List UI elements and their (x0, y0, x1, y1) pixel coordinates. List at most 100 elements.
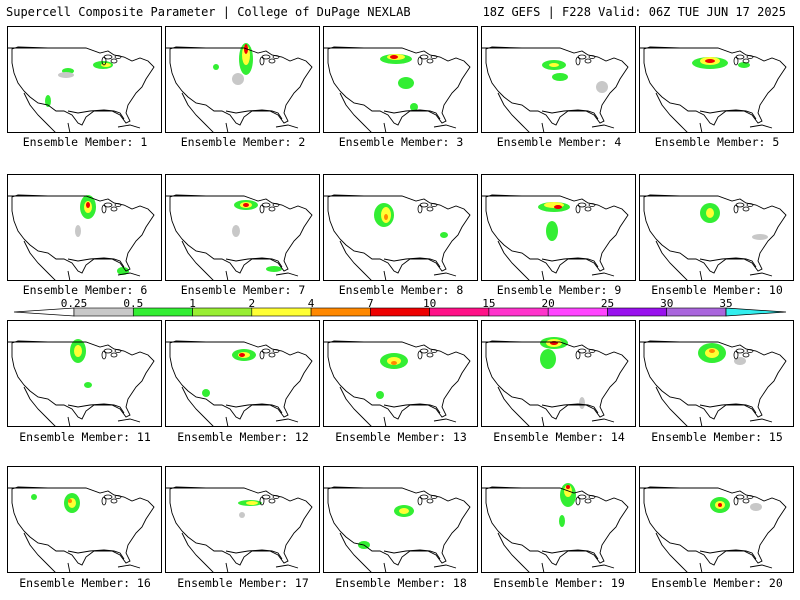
cuba-coast (117, 124, 141, 129)
ensemble-member-label: Ensemble Member: 5 (654, 135, 780, 149)
cuba-coast (275, 272, 299, 277)
mexico-coast (181, 92, 229, 132)
scp-contour-yellow (549, 63, 559, 67)
us-outline (485, 340, 629, 420)
colorbar-tick-label: 7 (367, 297, 374, 310)
cuba-coast (591, 124, 615, 129)
mexico-coast (655, 92, 703, 132)
ensemble-map-panel (639, 26, 794, 133)
gulf-coast (383, 403, 441, 414)
mexico-coast (339, 92, 387, 132)
great-lake (746, 203, 754, 207)
great-lake (742, 58, 750, 64)
cuba-coast (117, 272, 141, 277)
ensemble-member-label: Ensemble Member: 18 (335, 576, 467, 590)
scp-map (324, 486, 471, 572)
scp-map (324, 46, 471, 132)
mexico-coast (181, 532, 229, 572)
scp-contour-green (398, 77, 414, 89)
gulf-coast (699, 109, 757, 120)
ensemble-map-panel (323, 26, 478, 133)
scp-map (166, 194, 313, 280)
colorbar-segment (666, 307, 727, 317)
cuba-coast (591, 418, 615, 423)
scp-contour-green (202, 389, 210, 397)
gulf-coast (541, 403, 599, 414)
gulf-coast (225, 257, 283, 268)
great-lake (746, 495, 754, 499)
cuba-coast (433, 564, 457, 569)
gulf-coast (225, 403, 283, 414)
great-lake (575, 204, 581, 214)
great-lake (110, 498, 118, 504)
mexico-coast (23, 386, 71, 426)
great-lake (742, 498, 750, 504)
scp-contour-yellow (74, 345, 82, 357)
colorbar-segment (251, 307, 312, 317)
ensemble-member-label: Ensemble Member: 8 (338, 283, 464, 297)
gulf-coast (225, 549, 283, 560)
gulf-coast (67, 257, 125, 268)
mexico-coast (339, 532, 387, 572)
great-lake (101, 56, 107, 66)
scp-contour-green (45, 95, 51, 107)
scp-contour-low (579, 397, 585, 409)
great-lake (430, 495, 438, 499)
gulf-coast (383, 109, 441, 120)
ensemble-member-label: Ensemble Member: 14 (493, 430, 625, 444)
colorbar-segment (310, 307, 371, 317)
great-lake (746, 55, 754, 59)
ensemble-member-label: Ensemble Member: 19 (493, 576, 625, 590)
ensemble-member-label: Ensemble Member: 2 (180, 135, 306, 149)
scp-map (166, 43, 313, 132)
scp-map (8, 46, 155, 132)
colorbar-tick-label: 0.5 (123, 297, 144, 310)
great-lake (417, 350, 423, 360)
great-lake (417, 204, 423, 214)
scp-contour-orange (68, 499, 72, 503)
scp-map (482, 337, 629, 426)
mexico-coast (23, 92, 71, 132)
scp-map (640, 486, 787, 572)
great-lake (588, 203, 596, 207)
colorbar-segment (429, 307, 490, 317)
gulf-coast (225, 109, 283, 120)
cuba-coast (433, 124, 457, 129)
scp-contour-green (552, 73, 568, 81)
great-lake (259, 56, 265, 66)
great-lake (259, 496, 265, 506)
great-lake (733, 350, 739, 360)
ensemble-map-panel (7, 174, 162, 281)
scp-contour-red (718, 503, 722, 507)
scp-contour-low (752, 234, 768, 240)
great-lake (742, 352, 750, 358)
great-lake (268, 58, 276, 64)
ensemble-map-panel (165, 26, 320, 133)
cuba-coast (275, 124, 299, 129)
ensemble-map-panel (323, 466, 478, 573)
scp-contour-low (75, 225, 81, 237)
mexico-coast (655, 386, 703, 426)
great-lake (430, 55, 438, 59)
ensemble-member-label: Ensemble Member: 10 (651, 283, 783, 297)
scp-map (166, 486, 313, 572)
mexico-coast (339, 386, 387, 426)
scp-contour-green (213, 64, 219, 70)
ensemble-map-panel (481, 466, 636, 573)
gulf-coast (541, 257, 599, 268)
gulf-coast (67, 403, 125, 414)
colorbar-tick-label: 2 (248, 297, 256, 310)
ensemble-map-panel (639, 174, 794, 281)
great-lake (426, 58, 434, 64)
great-lake (114, 203, 122, 207)
colorbar-segment (547, 307, 608, 317)
cuba-coast (749, 124, 773, 129)
ensemble-map-panel (7, 466, 162, 573)
gulf-coast (699, 403, 757, 414)
cuba-coast (591, 272, 615, 277)
great-lake (733, 56, 739, 66)
cuba-coast (749, 272, 773, 277)
mexico-coast (497, 240, 545, 280)
colorbar-tick-label: 15 (482, 297, 496, 310)
gulf-coast (67, 109, 125, 120)
